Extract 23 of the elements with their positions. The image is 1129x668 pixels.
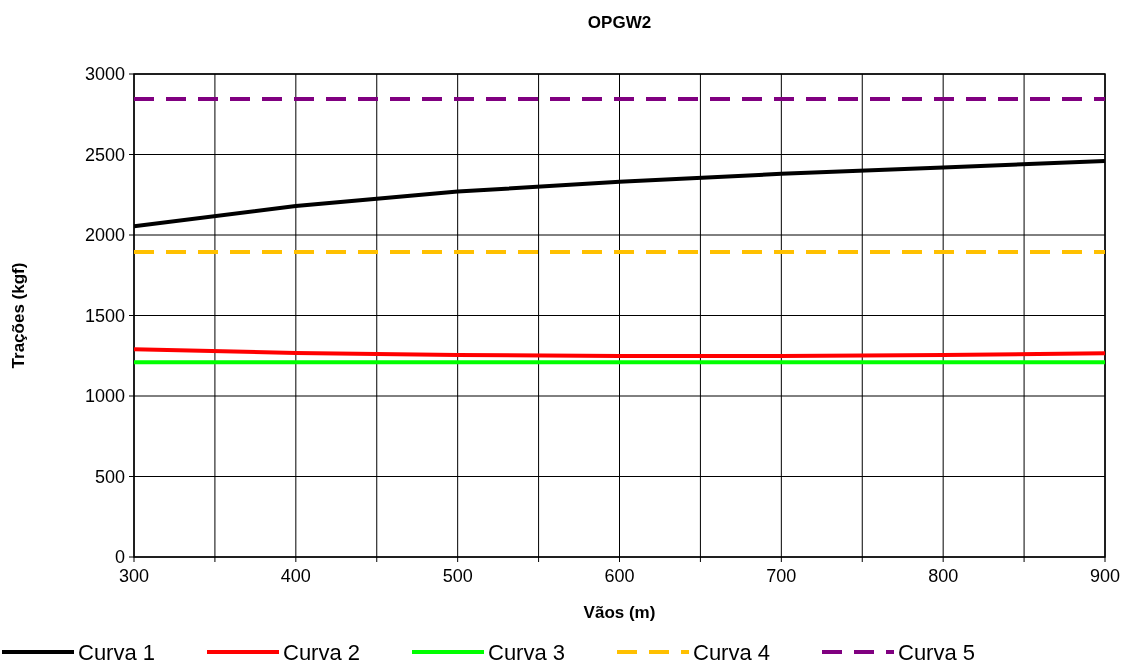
y-tick-label: 1500 xyxy=(84,305,125,326)
line-series xyxy=(134,347,1105,359)
legend-label: Curva 3 xyxy=(488,640,566,665)
legend-label: Curva 5 xyxy=(898,640,976,665)
y-tick-label: 2500 xyxy=(84,144,125,165)
x-tick-label: 300 xyxy=(118,566,150,586)
y-tick-label: 500 xyxy=(94,466,125,487)
x-tick-label: 900 xyxy=(1089,566,1121,586)
x-tick-label: 800 xyxy=(928,566,959,586)
y-tick-label: 0 xyxy=(114,547,125,567)
y-tick-label: 3000 xyxy=(84,64,125,84)
y-tick-label: 1000 xyxy=(84,386,125,406)
x-tick-label: 400 xyxy=(280,566,311,586)
legend-label: Curva 4 xyxy=(693,640,771,665)
legend-label: Curva 2 xyxy=(283,640,361,665)
x-tick-label: 500 xyxy=(442,566,473,586)
legend-label: Curva 1 xyxy=(78,640,156,665)
x-tick-label: 600 xyxy=(604,566,635,586)
x-axis-title: Vãos (m) xyxy=(583,603,656,622)
y-tick-label: 2000 xyxy=(84,225,125,245)
x-tick-label: 700 xyxy=(766,566,797,586)
y-axis-title: Trações (kgf) xyxy=(9,262,28,369)
chart-title: OPGW2 xyxy=(587,13,652,32)
